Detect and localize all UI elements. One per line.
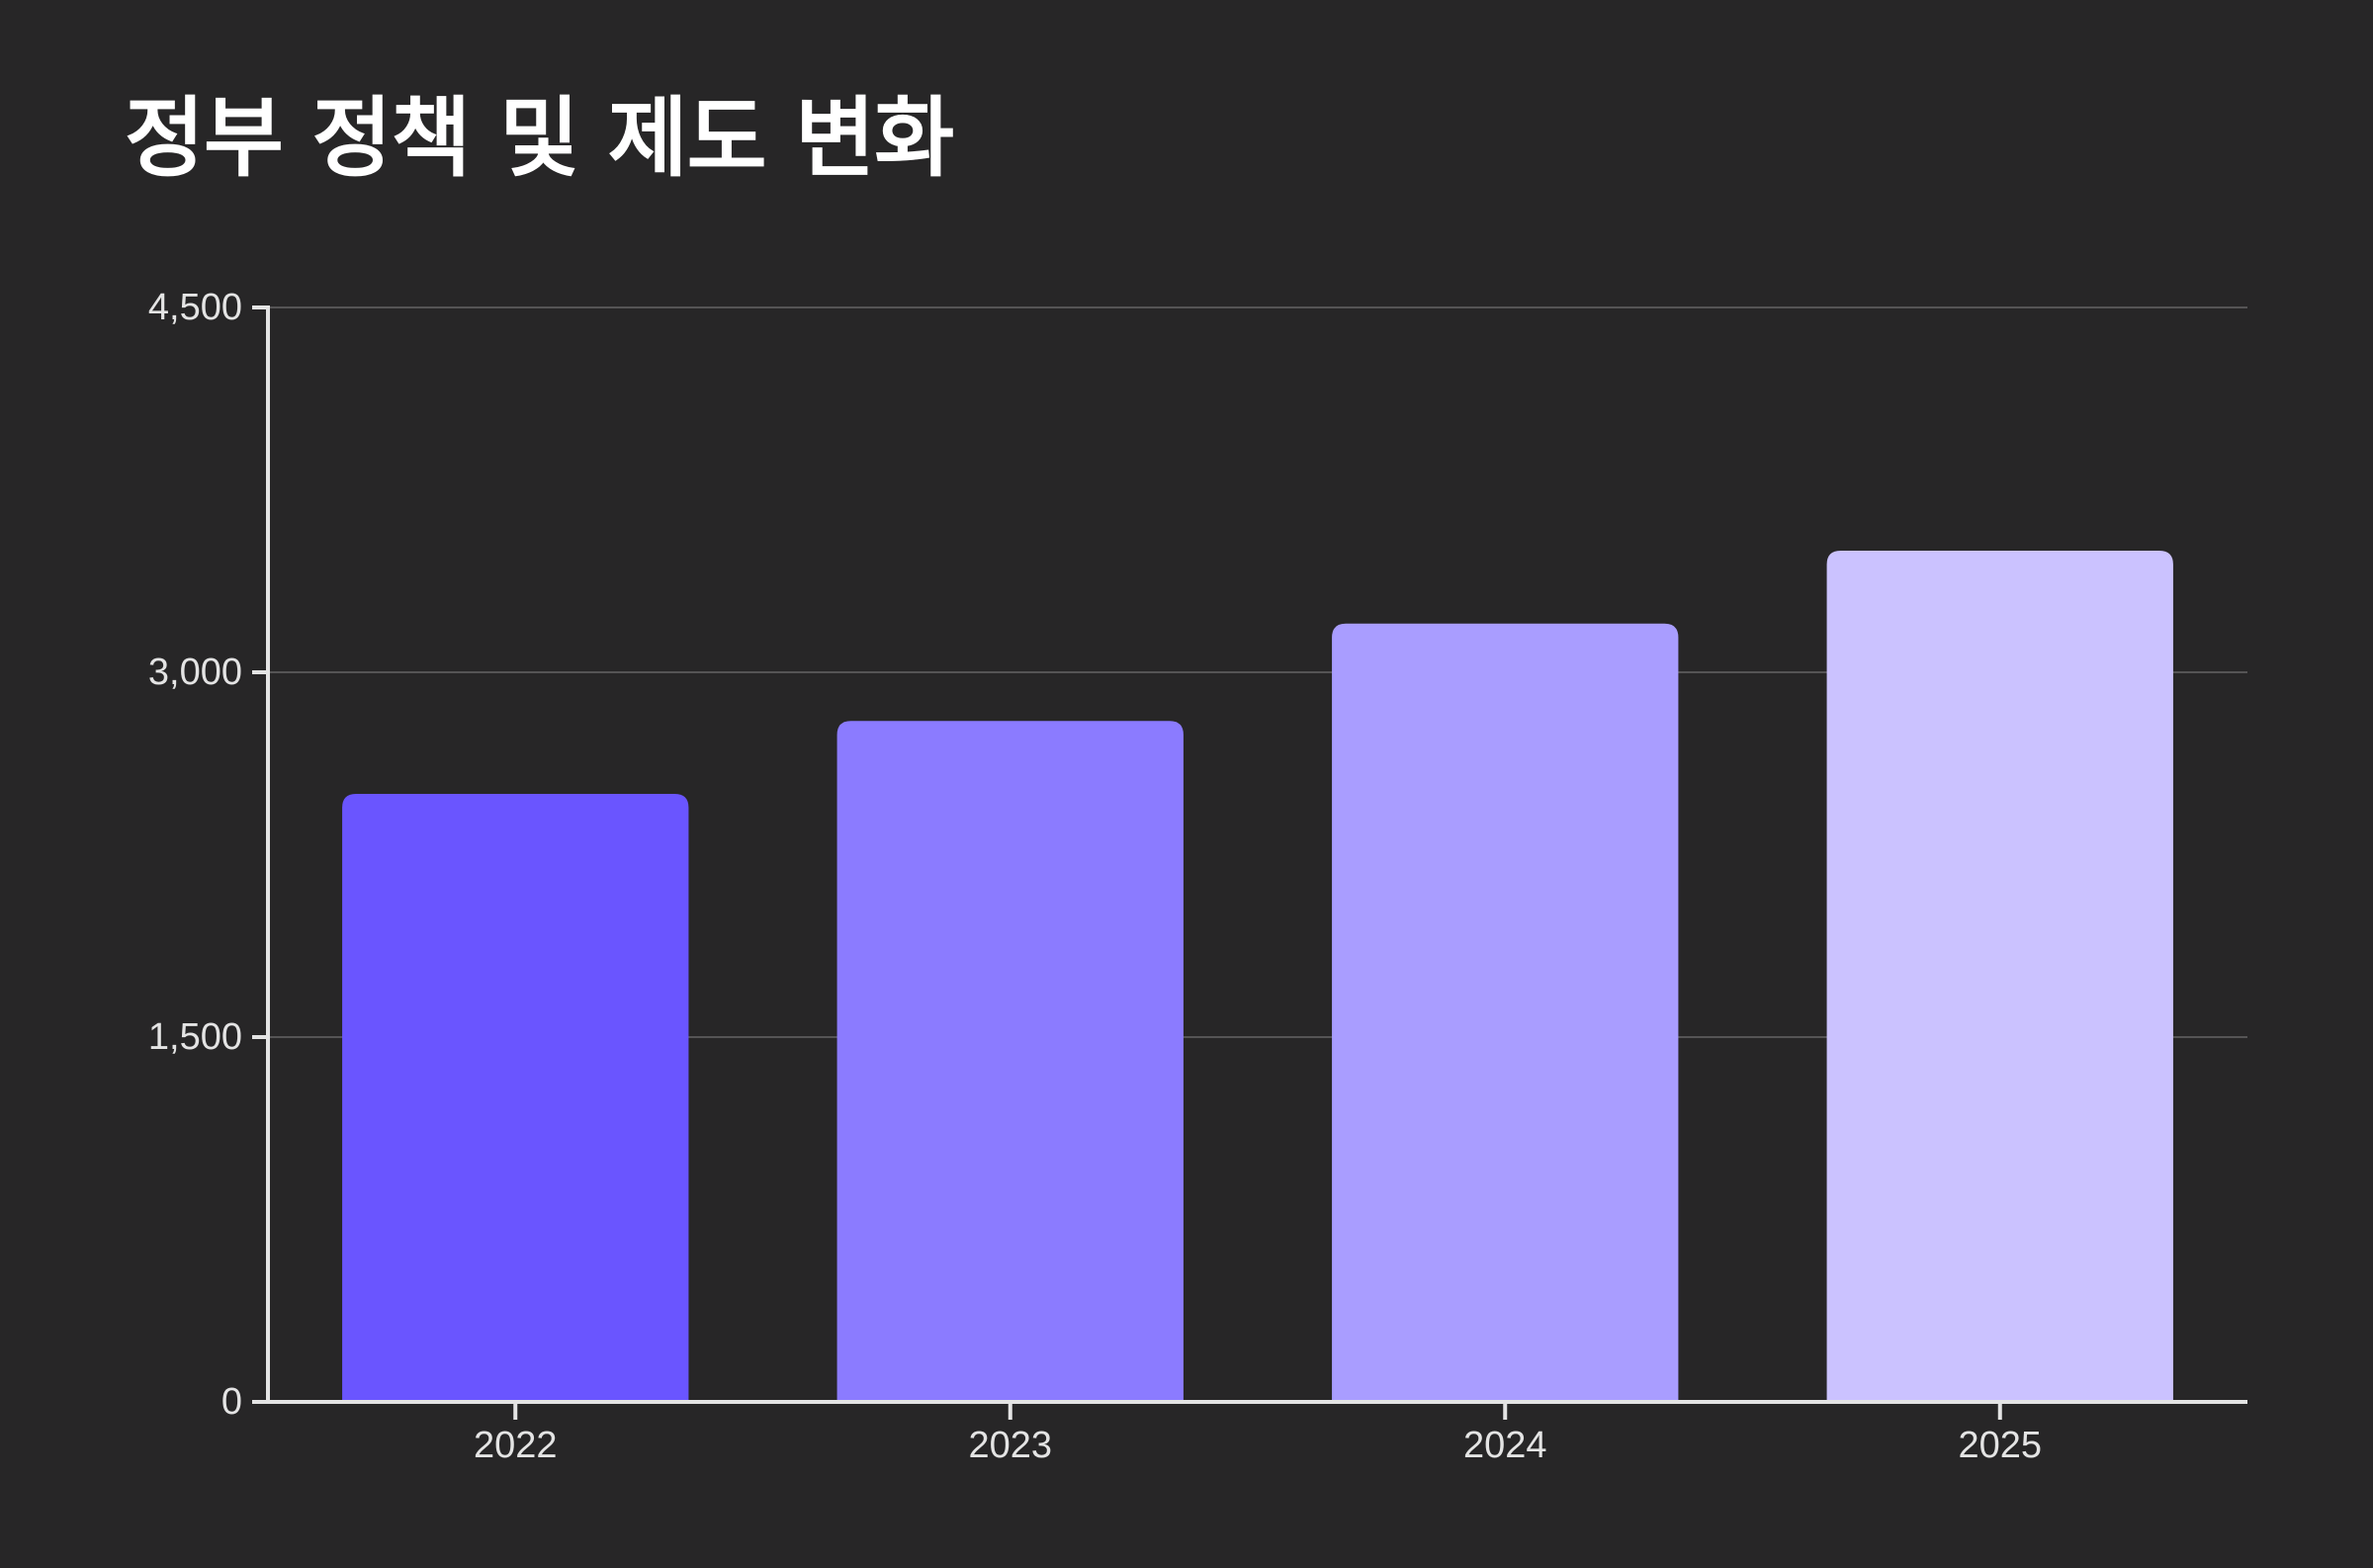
x-tick-label: 2023 <box>968 1425 1052 1466</box>
y-tick-label: 1,500 <box>148 1016 242 1058</box>
y-tick-label: 0 <box>221 1381 242 1423</box>
bar-2022 <box>342 794 689 1402</box>
x-tick-label: 2022 <box>474 1425 558 1466</box>
x-tick-label: 2025 <box>1958 1425 2042 1466</box>
bar-2025 <box>1826 551 2173 1402</box>
y-tick-label: 3,000 <box>148 652 242 693</box>
x-tick-label: 2024 <box>1463 1425 1547 1466</box>
bar-2024 <box>1332 623 1679 1402</box>
chart-title: 정부 정책 및 제도 변화 <box>125 87 954 189</box>
axes <box>252 305 2247 1420</box>
y-tick-label: 4,500 <box>148 287 242 328</box>
bars <box>342 551 2173 1402</box>
tick-labels: 0 1,500 3,000 4,500 2022 2023 2024 2025 <box>148 287 2042 1466</box>
bar-2023 <box>836 721 1184 1402</box>
